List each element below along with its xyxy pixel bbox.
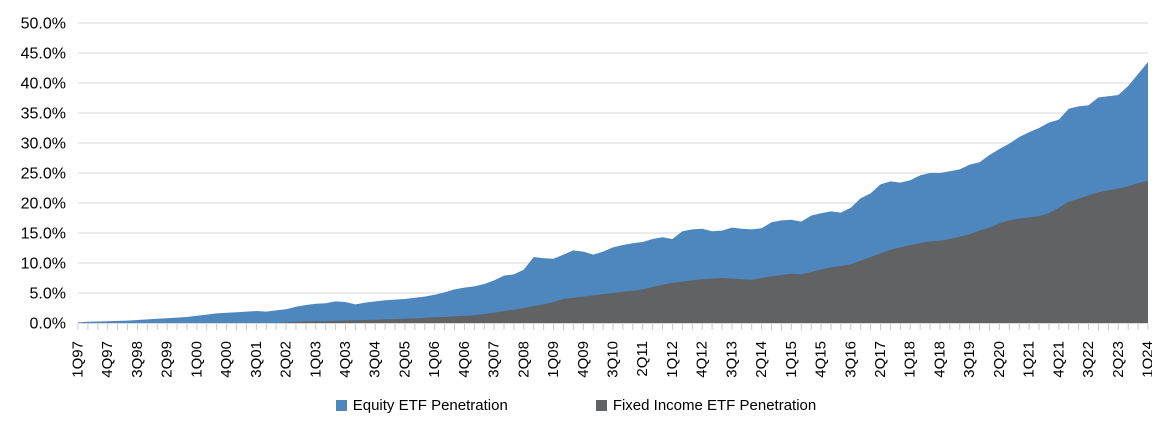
x-axis-label: 4Q06 xyxy=(456,341,473,378)
y-axis-label: 15.0% xyxy=(21,226,66,243)
legend-label-fixed-income: Fixed Income ETF Penetration xyxy=(612,397,817,414)
area-fixed-income xyxy=(78,180,1148,323)
y-axis-label: 30.0% xyxy=(21,136,66,153)
x-axis-label: 4Q12 xyxy=(694,341,711,378)
y-axis-label: 0.0% xyxy=(30,316,66,333)
y-axis-label: 5.0% xyxy=(30,286,66,303)
etf-penetration-area-chart: 0.0% 5.0% 10.0% 15.0% 20.0% 25.0% 30.0% 35.0% 40… xyxy=(21,16,1152,378)
x-axis-label: 2Q14 xyxy=(753,341,770,378)
x-axis-label: 1Q12 xyxy=(664,341,681,378)
x-axis-label: 4Q09 xyxy=(575,341,592,378)
x-axis-label: 4Q18 xyxy=(931,341,948,378)
x-axis-label: 2Q17 xyxy=(872,341,889,378)
legend-item-equity: Equity ETF Penetration xyxy=(335,397,508,414)
x-axis-label: 1Q09 xyxy=(545,341,562,378)
x-axis-label: 1Q03 xyxy=(307,341,324,378)
chart-legend: Equity ETF Penetration Fixed Income ETF … xyxy=(0,398,1152,413)
equity-legend-swatch-icon xyxy=(335,400,347,411)
x-axis-label: 4Q21 xyxy=(1050,341,1067,378)
x-axis-label: 2Q20 xyxy=(991,341,1008,378)
x-axis-label: 3Q07 xyxy=(486,341,503,378)
x-axis-label: 3Q10 xyxy=(605,341,622,378)
x-axis-label: 4Q03 xyxy=(337,341,354,378)
y-axis-label: 10.0% xyxy=(21,256,66,273)
x-axis-label: 1Q24 xyxy=(1140,341,1152,378)
legend-item-fixed-income: Fixed Income ETF Penetration xyxy=(595,397,817,414)
x-axis-label: 1Q15 xyxy=(783,341,800,378)
y-axis-label: 25.0% xyxy=(21,166,66,183)
x-axis-label: 3Q01 xyxy=(248,341,265,378)
x-axis-label: 3Q19 xyxy=(961,341,978,378)
x-axis-label: 4Q15 xyxy=(813,341,830,378)
y-axis-label: 40.0% xyxy=(21,76,66,93)
x-axis-label: 2Q23 xyxy=(1110,341,1127,378)
x-axis-label: 1Q97 xyxy=(70,341,87,378)
y-axis-label: 50.0% xyxy=(21,16,66,33)
y-axis-label: 20.0% xyxy=(21,196,66,213)
x-axis-label: 1Q21 xyxy=(1021,341,1038,378)
x-axis-label: 1Q18 xyxy=(902,341,919,378)
x-axis-label: 2Q99 xyxy=(159,341,176,378)
x-axis-label: 2Q11 xyxy=(634,341,651,377)
x-axis-label: 3Q13 xyxy=(723,341,740,378)
x-axis-label: 3Q04 xyxy=(367,341,384,378)
fixed-income-legend-swatch-icon xyxy=(595,400,607,411)
legend-label-equity: Equity ETF Penetration xyxy=(352,397,508,414)
x-axis-label: 3Q98 xyxy=(129,341,146,378)
x-axis-label: 3Q22 xyxy=(1080,341,1097,378)
x-axis-label: 4Q97 xyxy=(99,341,116,378)
x-axis-label: 1Q00 xyxy=(188,341,205,378)
x-axis-label: 2Q02 xyxy=(278,341,295,378)
y-axis-label: 35.0% xyxy=(21,106,66,123)
x-axis-label: 1Q06 xyxy=(426,341,443,378)
y-axis-label: 45.0% xyxy=(21,46,66,63)
x-axis-label: 4Q00 xyxy=(218,341,235,378)
x-axis-label: 2Q05 xyxy=(396,341,413,378)
x-axis-label: 3Q16 xyxy=(842,341,859,378)
x-axis-label: 2Q08 xyxy=(515,341,532,378)
